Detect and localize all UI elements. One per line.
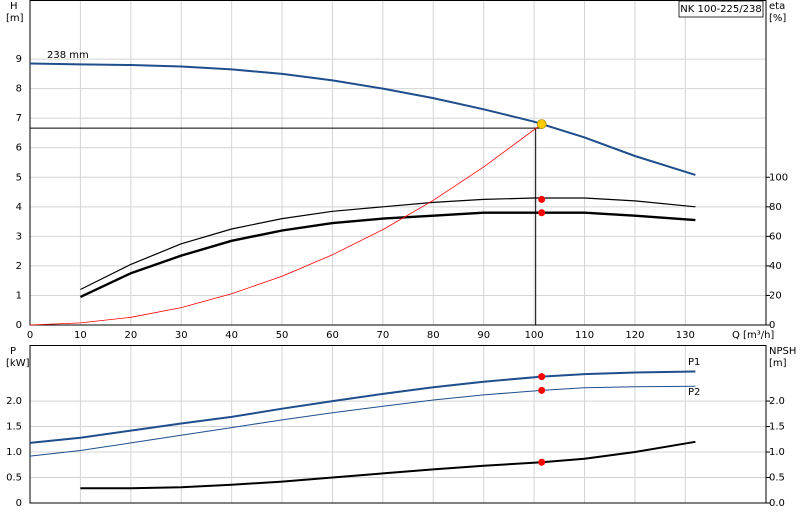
duty-marker <box>538 458 546 466</box>
x-tick-label: 0 <box>27 330 33 341</box>
series-label: P2 <box>688 387 700 398</box>
x-tick-label: 50 <box>276 330 289 341</box>
plot-frame <box>29 345 767 504</box>
y-tick-label: 0 <box>16 320 22 331</box>
x-tick-label: 120 <box>625 330 644 341</box>
y2-tick-label: 1.5 <box>769 422 785 433</box>
y2-tick-label: 20 <box>769 290 782 301</box>
y-axis-label: P <box>10 346 16 357</box>
curve <box>29 62 696 176</box>
y-tick-label: 4 <box>16 202 22 213</box>
y2-tick-label: 0.0 <box>769 498 785 509</box>
x-tick-label: 100 <box>525 330 544 341</box>
y-axis-unit: [m] <box>6 13 24 24</box>
x-tick-label: 30 <box>175 330 188 341</box>
x-tick-label: 10 <box>74 330 87 341</box>
y-tick-label: 3 <box>16 231 22 242</box>
x-tick-label: 90 <box>477 330 490 341</box>
y-tick-label: 2 <box>16 261 22 272</box>
y-axis-label: H <box>10 1 18 12</box>
curve <box>79 211 696 298</box>
series-label: 238 mm <box>47 50 89 61</box>
curve <box>29 123 542 326</box>
y-tick-label: 0.5 <box>6 473 22 484</box>
y-tick-label: 6 <box>16 143 22 154</box>
x-tick-label: 70 <box>377 330 390 341</box>
duty-marker <box>538 209 546 217</box>
x-tick-label: 130 <box>676 330 695 341</box>
curve <box>29 385 696 457</box>
title-box <box>678 0 764 18</box>
y-tick-label: 7 <box>16 113 22 124</box>
y2-tick-label: 80 <box>769 202 782 213</box>
x-tick-label: 110 <box>575 330 594 341</box>
x-tick-label: 40 <box>225 330 238 341</box>
series-label: P1 <box>688 357 700 368</box>
y2-axis-unit: [m] <box>769 358 787 369</box>
duty-marker <box>538 195 546 203</box>
y-tick-label: 1.5 <box>6 422 22 433</box>
y2-tick-label: 1.0 <box>769 447 785 458</box>
duty-marker <box>538 373 546 381</box>
x-tick-label: 60 <box>326 330 339 341</box>
y2-tick-label: 0 <box>769 320 775 331</box>
plot-frame <box>29 0 767 326</box>
y2-tick-label: 40 <box>769 261 782 272</box>
operating-point <box>536 119 547 129</box>
y2-axis-label: eta <box>769 1 785 12</box>
x-tick-label: 80 <box>427 330 440 341</box>
y2-axis-unit: [%] <box>769 13 786 24</box>
curve <box>80 440 696 490</box>
duty-marker <box>538 386 546 394</box>
y2-tick-label: 60 <box>769 231 782 242</box>
y2-tick-label: 0.5 <box>769 473 785 484</box>
chart-title: NK 100-225/238 <box>680 4 761 15</box>
y2-axis-label: NPSH <box>769 346 796 357</box>
y-tick-label: 2.0 <box>6 396 22 407</box>
y-tick-label: 1.0 <box>6 447 22 458</box>
curve <box>80 197 696 291</box>
y2-tick-label: 100 <box>769 172 788 183</box>
y-tick-label: 9 <box>16 54 22 65</box>
y-tick-label: 0 <box>16 498 22 509</box>
x-axis-label: Q [m³/h] <box>732 330 774 341</box>
curve <box>29 370 696 444</box>
x-tick-label: 20 <box>124 330 137 341</box>
y-tick-label: 1 <box>16 290 22 301</box>
y2-tick-label: 2.0 <box>769 396 785 407</box>
y-tick-label: 8 <box>16 84 22 95</box>
y-axis-unit: [kW] <box>6 358 30 369</box>
y-tick-label: 5 <box>16 172 22 183</box>
